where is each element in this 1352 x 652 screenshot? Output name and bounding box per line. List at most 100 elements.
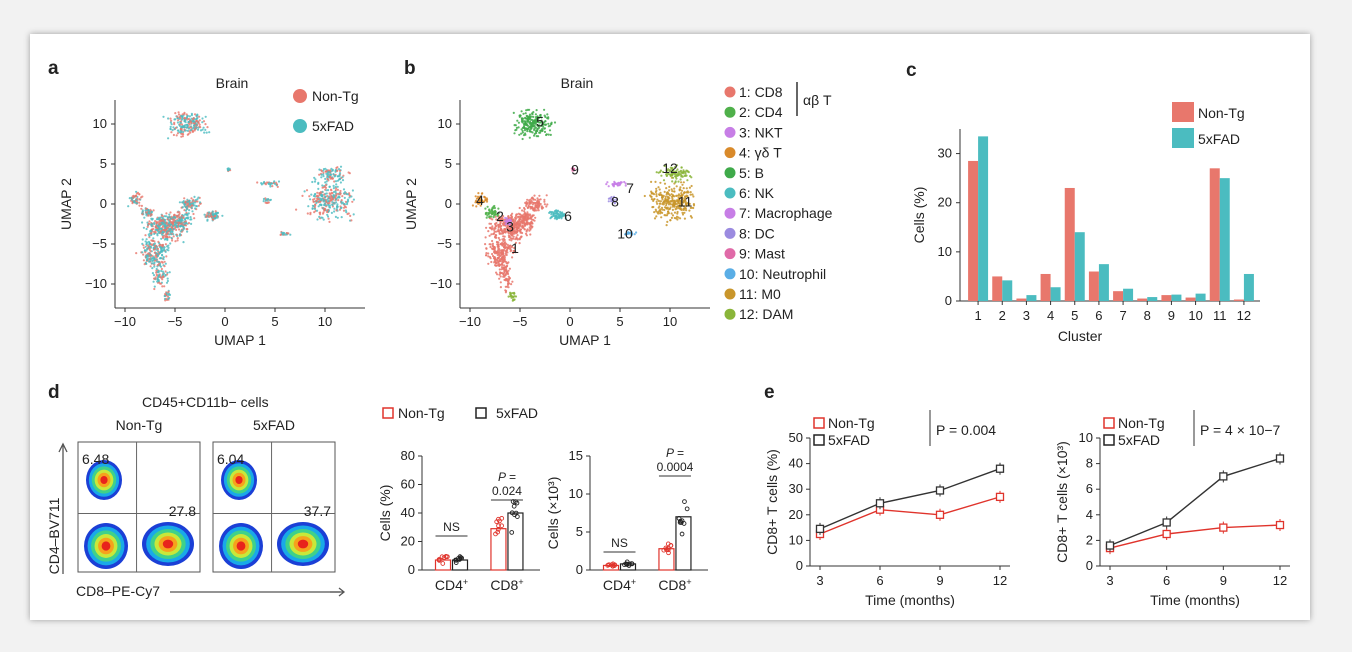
umap-b-point	[502, 224, 505, 227]
umap-b-point	[650, 192, 654, 195]
umap-b-point	[505, 221, 509, 224]
umap-a-point	[196, 128, 200, 131]
bar-d-left-dot	[509, 510, 515, 516]
umap-b-point	[496, 243, 499, 246]
umap-b-x-tick-label: 5	[616, 314, 623, 329]
umap-b-point	[523, 222, 526, 225]
umap-a-point	[163, 246, 166, 249]
umap-b-point	[564, 217, 567, 220]
umap-a-point	[319, 197, 322, 200]
umap-a-point	[189, 216, 192, 219]
umap-b-point	[659, 200, 663, 203]
umap-b-point	[677, 172, 680, 175]
umap-b-point	[552, 211, 555, 214]
umap-b-point	[513, 132, 516, 135]
bar-d-left-bar-Non-Tg-CD4+	[434, 559, 452, 571]
umap-b-point	[549, 217, 552, 220]
umap-b-point	[535, 109, 538, 112]
umap-b-point	[487, 262, 490, 265]
umap-b-point	[686, 179, 689, 182]
umap-a-point	[165, 281, 169, 284]
bar-d-right-y-label: Cells (×10³)	[545, 477, 561, 550]
umap-b-point	[492, 247, 495, 250]
umap-a-point	[309, 211, 312, 214]
umap-b-point	[530, 126, 533, 129]
bar-c-y-label: Cells (%)	[911, 187, 927, 244]
umap-b-legend-marker	[724, 187, 736, 199]
umap-b-point	[665, 224, 668, 227]
umap-a-point	[160, 227, 163, 230]
umap-b-point	[617, 184, 620, 187]
umap-a-point	[204, 128, 207, 131]
umap-a-point	[161, 285, 164, 288]
umap-a-point	[178, 228, 181, 231]
umap-b-point	[497, 236, 500, 240]
umap-b-point	[507, 234, 510, 237]
umap-a-point	[141, 242, 144, 245]
line-e-left-x-tick-label: 6	[876, 573, 883, 588]
umap-b-point	[677, 196, 680, 199]
umap-b-point	[673, 205, 676, 208]
umap-a-point	[160, 216, 163, 219]
bar-d-left-dot	[458, 555, 464, 560]
umap-b-point	[503, 264, 506, 267]
umap-b-point	[517, 226, 520, 229]
umap-a-point	[227, 168, 230, 172]
umap-a-point	[340, 199, 343, 202]
umap-a-point	[328, 201, 331, 205]
umap-b-point	[681, 183, 684, 186]
umap-a-point	[182, 130, 185, 134]
umap-b-point	[675, 202, 679, 206]
umap-a-point	[325, 192, 328, 195]
line-e-left-line-Non-Tg	[819, 496, 1001, 535]
umap-a-point	[162, 219, 165, 222]
umap-b-point	[666, 198, 669, 201]
umap-a-point	[149, 214, 152, 217]
umap-b-point	[529, 216, 533, 219]
umap-b-point	[521, 226, 524, 229]
umap-b-point	[515, 237, 518, 240]
umap-a-point	[319, 203, 322, 206]
umap-b-point	[664, 197, 667, 200]
umap-b-point	[669, 219, 672, 222]
umap-a-point	[203, 131, 206, 134]
umap-b-point	[512, 228, 515, 231]
umap-a-point	[186, 200, 189, 203]
bar-c-5xFAD-10	[1195, 293, 1206, 301]
umap-a-point	[322, 175, 325, 178]
umap-b-point	[625, 233, 628, 236]
umap-b-point	[502, 215, 505, 218]
umap-b-point	[543, 108, 546, 111]
bar-c-5xFAD-7	[1123, 288, 1134, 301]
bar-d-left-dot	[457, 554, 463, 559]
umap-a-point	[336, 166, 339, 169]
umap-a-point	[141, 238, 144, 241]
umap-b-point	[670, 173, 673, 176]
umap-a-point	[153, 285, 156, 288]
umap-a-point	[323, 193, 326, 196]
umap-b-point	[684, 172, 687, 175]
umap-a-point	[187, 132, 190, 135]
umap-b-y-tick-label: 10	[438, 116, 452, 131]
umap-a-point	[184, 201, 187, 204]
umap-b-point	[666, 172, 669, 175]
umap-b-point	[654, 208, 657, 211]
umap-a-point	[167, 137, 170, 140]
umap-b-point	[542, 123, 545, 126]
umap-a-point	[143, 263, 146, 266]
umap-a-point	[153, 277, 156, 280]
umap-b-point	[500, 266, 504, 269]
umap-a-point	[144, 251, 147, 254]
umap-b-point	[497, 207, 500, 210]
umap-b-point	[655, 189, 658, 192]
umap-b-point	[474, 201, 477, 204]
umap-a-point	[162, 225, 165, 228]
umap-b-point	[488, 222, 491, 225]
umap-a-point	[269, 198, 272, 201]
umap-b-point	[560, 217, 563, 220]
umap-a-point	[205, 215, 208, 218]
umap-a-point	[151, 267, 154, 270]
umap-b-point	[659, 170, 662, 174]
umap-a-point	[165, 297, 168, 300]
umap-b-point	[683, 199, 687, 202]
